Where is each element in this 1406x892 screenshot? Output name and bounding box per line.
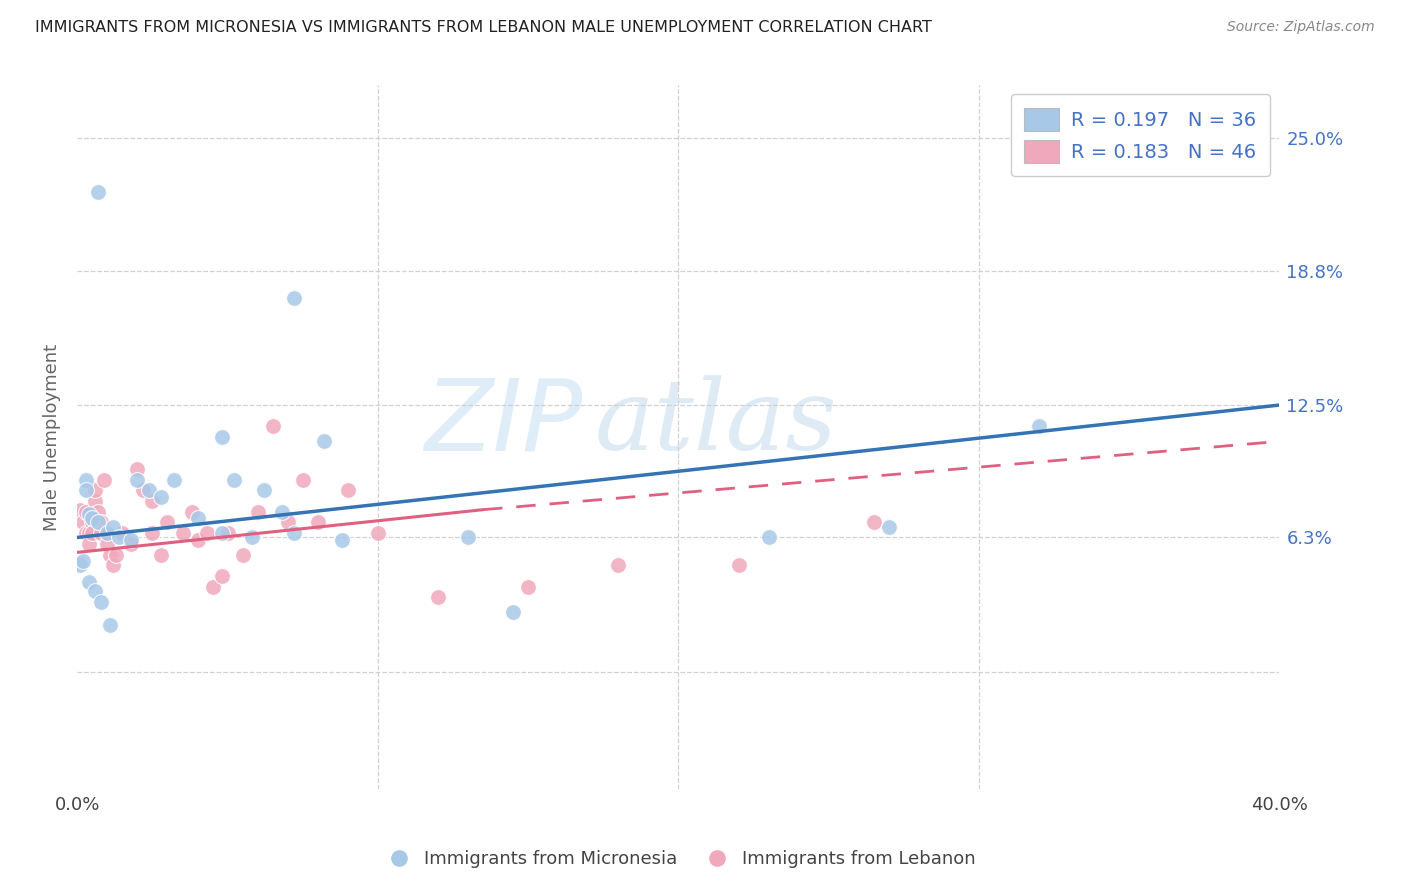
Point: [330, 533, 353, 547]
Point: [186, 511, 209, 525]
Point: [246, 505, 269, 519]
Point: [90, 594, 112, 608]
Point: [150, 490, 173, 504]
Point: [75, 483, 97, 498]
Point: [103, 558, 125, 573]
Point: [84, 583, 107, 598]
Point: [100, 618, 122, 632]
Point: [127, 462, 149, 476]
Point: [222, 473, 245, 487]
Point: [84, 483, 107, 498]
Point: [180, 505, 202, 519]
Point: [758, 531, 780, 545]
Point: [277, 516, 299, 530]
Point: [96, 526, 118, 541]
Point: [307, 516, 329, 530]
Point: [877, 520, 900, 534]
Point: [75, 473, 97, 487]
Point: [172, 526, 194, 541]
Point: [69, 502, 91, 516]
Point: [502, 605, 524, 619]
Point: [111, 526, 134, 541]
Point: [253, 483, 276, 498]
Point: [457, 531, 479, 545]
Point: [211, 569, 233, 583]
Point: [1028, 419, 1050, 434]
Point: [75, 526, 97, 541]
Point: [79, 537, 101, 551]
Point: [105, 548, 128, 562]
Point: [79, 507, 101, 521]
Point: [100, 548, 122, 562]
Point: [82, 511, 104, 525]
Point: [262, 419, 284, 434]
Point: [103, 520, 125, 534]
Point: [186, 533, 209, 547]
Point: [75, 505, 97, 519]
Legend: Immigrants from Micronesia, Immigrants from Lebanon: Immigrants from Micronesia, Immigrants f…: [374, 843, 983, 876]
Point: [82, 516, 104, 530]
Point: [141, 494, 163, 508]
Point: [90, 526, 112, 541]
Point: [79, 526, 101, 541]
Point: [127, 473, 149, 487]
Text: ZIP: ZIP: [425, 375, 582, 472]
Point: [90, 516, 112, 530]
Point: [336, 483, 359, 498]
Point: [132, 483, 155, 498]
Point: [201, 580, 224, 594]
Y-axis label: Male Unemployment: Male Unemployment: [42, 343, 60, 531]
Point: [120, 533, 142, 547]
Text: Source: ZipAtlas.com: Source: ZipAtlas.com: [1227, 20, 1375, 34]
Point: [427, 591, 450, 605]
Point: [283, 526, 305, 541]
Point: [79, 575, 101, 590]
Point: [93, 473, 115, 487]
Point: [138, 483, 160, 498]
Text: atlas: atlas: [595, 376, 837, 471]
Point: [96, 537, 118, 551]
Point: [87, 516, 110, 530]
Point: [120, 537, 142, 551]
Point: [312, 434, 335, 449]
Point: [108, 531, 131, 545]
Point: [367, 526, 389, 541]
Point: [69, 558, 91, 573]
Point: [283, 291, 305, 305]
Point: [240, 531, 263, 545]
Point: [517, 580, 540, 594]
Point: [211, 430, 233, 444]
Point: [72, 516, 94, 530]
Point: [727, 558, 749, 573]
Point: [141, 526, 163, 541]
Text: IMMIGRANTS FROM MICRONESIA VS IMMIGRANTS FROM LEBANON MALE UNEMPLOYMENT CORRELAT: IMMIGRANTS FROM MICRONESIA VS IMMIGRANTS…: [35, 20, 932, 35]
Point: [84, 494, 107, 508]
Point: [607, 558, 630, 573]
Point: [156, 516, 179, 530]
Point: [150, 548, 173, 562]
Point: [162, 473, 184, 487]
Point: [270, 505, 292, 519]
Point: [232, 548, 254, 562]
Point: [862, 516, 884, 530]
Point: [72, 554, 94, 568]
Point: [291, 473, 314, 487]
Point: [82, 526, 104, 541]
Point: [211, 526, 233, 541]
Point: [87, 185, 110, 199]
Point: [87, 505, 110, 519]
Point: [195, 526, 218, 541]
Point: [217, 526, 239, 541]
